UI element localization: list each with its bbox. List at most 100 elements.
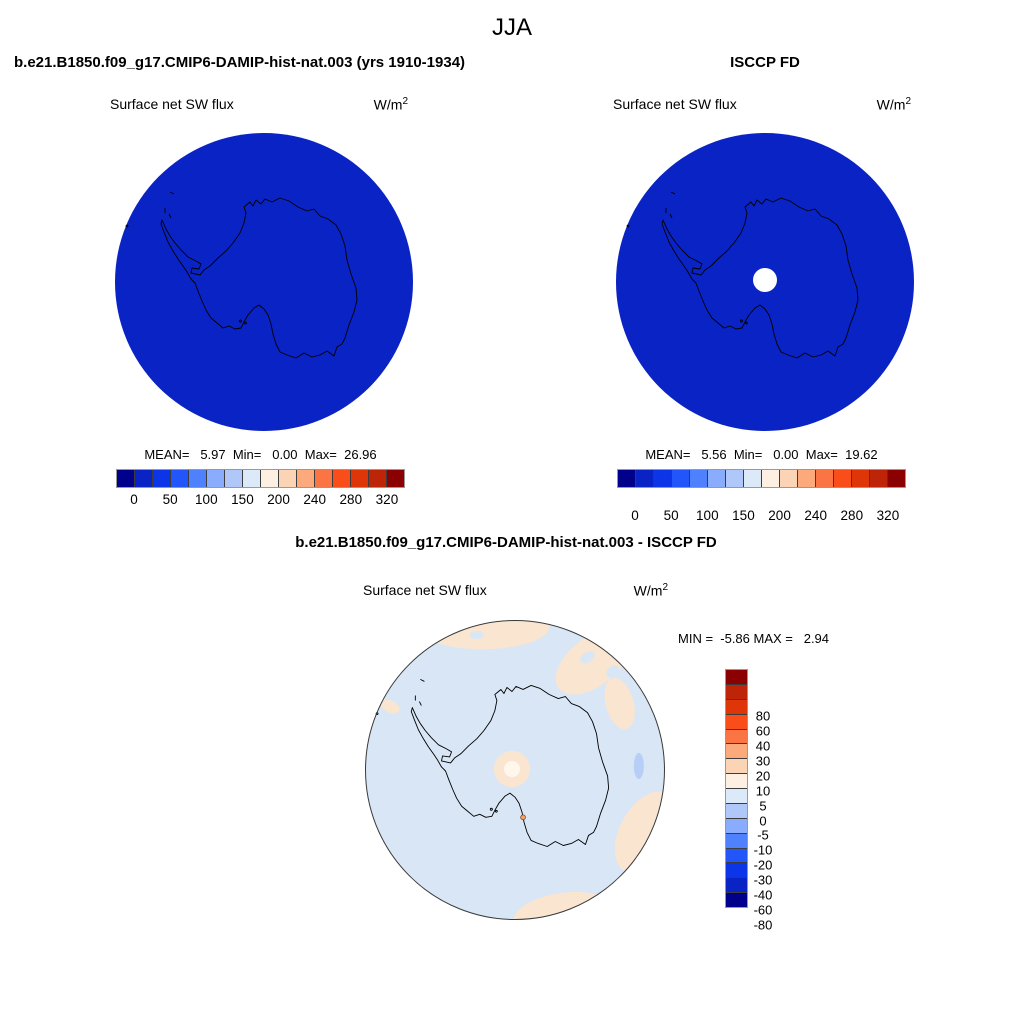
model-units: W/m2 (373, 96, 408, 113)
colorbar-tick-label: 40 (755, 738, 771, 754)
obs-missing-data-circle (753, 268, 777, 292)
colorbar-tick-label: 20 (755, 768, 771, 784)
diff-colorbar (725, 669, 748, 908)
colorbar-tick-label: -5 (757, 827, 769, 843)
diff-base-hole-top (469, 631, 484, 640)
colorbar-segment (726, 758, 747, 774)
obs-map (615, 132, 915, 432)
colorbar-segment (743, 470, 761, 487)
obs-field-label: Surface net SW flux (613, 96, 737, 112)
colorbar-tick-label: -10 (753, 842, 773, 858)
diff-pos-patch-right-upper (604, 678, 635, 730)
diff-stats-line: MIN = -5.86 MAX = 2.94 (678, 631, 830, 646)
model-map-field (115, 133, 413, 431)
colorbar-segment (726, 802, 747, 818)
colorbar-segment (134, 470, 152, 487)
colorbar-tick-label: 0 (759, 813, 767, 828)
colorbar-segment (618, 470, 635, 487)
colorbar-segment (152, 470, 170, 487)
colorbar-tick-label: 5 (759, 798, 767, 814)
colorbar-tick-label: 320 (375, 492, 399, 507)
colorbar-tick-label: 80 (755, 708, 771, 724)
colorbar-segment (635, 470, 653, 487)
colorbar-segment (726, 832, 747, 848)
colorbar-tick-label: 320 (876, 508, 900, 523)
colorbar-segment (726, 788, 747, 803)
diff-subtitle-row: Surface net SW flux W/m2 (363, 582, 668, 599)
colorbar-tick-label: 100 (696, 508, 719, 523)
colorbar-segment (726, 743, 747, 759)
model-field-label: Surface net SW flux (110, 96, 234, 112)
colorbar-tick-label: 200 (768, 508, 791, 523)
colorbar-segment (117, 470, 134, 487)
colorbar-segment (869, 470, 887, 487)
colorbar-segment (726, 713, 747, 729)
model-colorbar (116, 469, 405, 488)
model-stats-line: MEAN= 5.97 Min= 0.00 Max= 26.96 (144, 447, 377, 462)
colorbar-segment (815, 470, 833, 487)
colorbar-segment (170, 470, 188, 487)
colorbar-segment (725, 470, 743, 487)
colorbar-tick-label: 280 (339, 492, 363, 507)
diff-base-hole-topright-1 (580, 651, 595, 664)
colorbar-segment (224, 470, 242, 487)
colorbar-segment (296, 470, 314, 487)
diff-pole-core (503, 760, 521, 778)
colorbar-segment (726, 877, 747, 893)
diff-colorbar-labels: 80 60 40 30 20 10 5 0 -5 -10 -20 -30 -40 -60 -80 (748, 701, 778, 940)
season-title: JJA (491, 14, 532, 41)
colorbar-tick-label: 240 (303, 492, 326, 507)
colorbar-segment (726, 892, 747, 907)
colorbar-tick-label: 100 (195, 492, 218, 507)
obs-panel-title: ISCCP FD (730, 54, 800, 71)
obs-colorbar-ticks: 0 50 100 150 200 240 280 320 (617, 508, 906, 524)
colorbar-segment (851, 470, 869, 487)
colorbar-segment (242, 470, 260, 487)
colorbar-tick-label: -40 (753, 887, 773, 903)
obs-colorbar (617, 469, 906, 488)
model-map (114, 132, 414, 432)
colorbar-tick-label: -60 (753, 902, 773, 918)
colorbar-segment (188, 470, 206, 487)
colorbar-segment (386, 470, 404, 487)
diff-map (364, 619, 666, 921)
colorbar-segment (332, 470, 350, 487)
model-colorbar-ticks: 0 50 100 150 200 240 280 320 (116, 492, 405, 508)
colorbar-tick-label: -30 (753, 872, 773, 888)
obs-stats-line: MEAN= 5.56 Min= 0.00 Max= 19.62 (645, 447, 878, 462)
colorbar-tick-label: 0 (631, 508, 639, 523)
colorbar-tick-label: 150 (231, 492, 254, 507)
colorbar-tick-label: 10 (755, 783, 771, 799)
diff-orange-spot (520, 814, 526, 821)
obs-subtitle-row: Surface net SW flux W/m2 (613, 96, 911, 113)
colorbar-tick-label: 50 (663, 508, 679, 523)
colorbar-tick-label: 200 (267, 492, 290, 507)
colorbar-segment (726, 728, 747, 744)
diff-base-hole-topright-2 (606, 665, 619, 678)
colorbar-segment (260, 470, 278, 487)
colorbar-segment (887, 470, 905, 487)
diff-panel-title: b.e21.B1850.f09_g17.CMIP6-DAMIP-hist-nat… (295, 534, 717, 551)
colorbar-segment (653, 470, 671, 487)
colorbar-segment (726, 698, 747, 714)
colorbar-segment (689, 470, 707, 487)
model-panel-title: b.e21.B1850.f09_g17.CMIP6-DAMIP-hist-nat… (14, 54, 466, 71)
diff-pos-patch-top (416, 620, 550, 650)
colorbar-segment (761, 470, 779, 487)
colorbar-segment (314, 470, 332, 487)
diff-pos-patch-left (380, 699, 400, 714)
colorbar-segment (726, 670, 747, 684)
colorbar-segment (797, 470, 815, 487)
colorbar-segment (368, 470, 386, 487)
diff-field-label: Surface net SW flux (363, 582, 487, 598)
diff-units: W/m2 (633, 582, 668, 599)
diff-map-outline (365, 620, 665, 920)
colorbar-tick-label: 60 (755, 723, 771, 739)
diff-neg-blob (633, 752, 644, 780)
colorbar-tick-label: 240 (804, 508, 827, 523)
model-subtitle-row: Surface net SW flux W/m2 (110, 96, 408, 113)
colorbar-segment (671, 470, 689, 487)
colorbar-tick-label: -80 (753, 917, 773, 933)
colorbar-tick-label: 280 (840, 508, 864, 523)
